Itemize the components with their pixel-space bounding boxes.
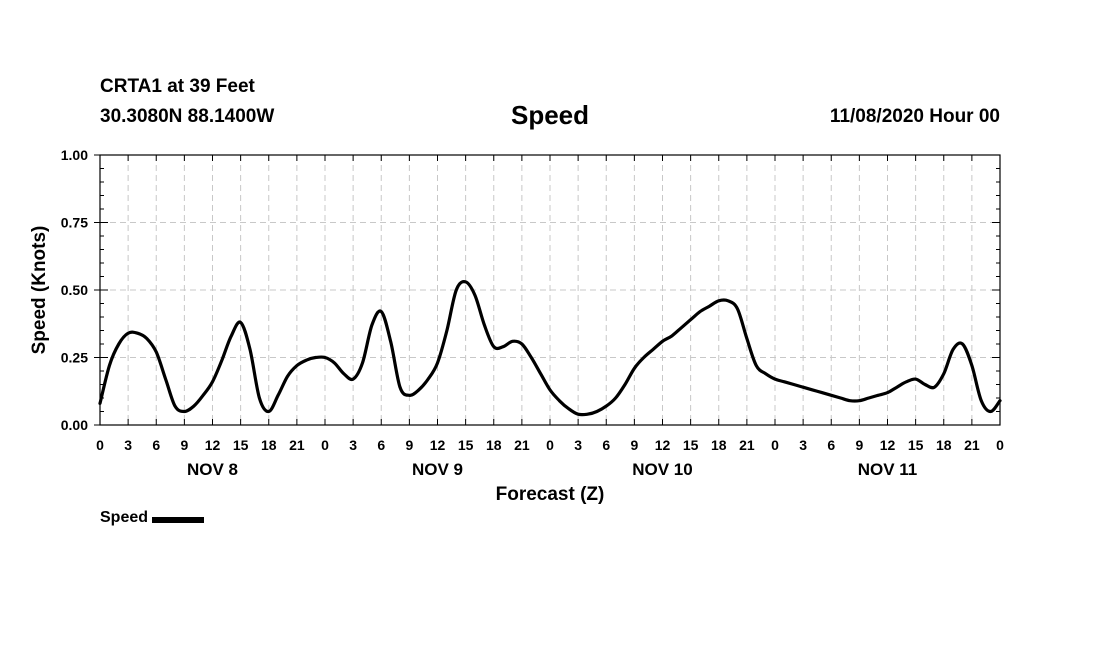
x-tick-label: 18 — [711, 437, 727, 453]
x-tick-label: 6 — [602, 437, 610, 453]
y-tick-label: 0.50 — [61, 282, 88, 298]
x-tick-label: 0 — [96, 437, 104, 453]
chart-title: Speed — [510, 100, 590, 130]
y-tick-label: 0.25 — [61, 350, 88, 366]
day-label: NOV 10 — [632, 460, 692, 479]
x-tick-label: 12 — [655, 437, 671, 453]
x-tick-label: 9 — [630, 437, 638, 453]
x-tick-label: 15 — [683, 437, 699, 453]
x-axis-label: Forecast (Z) — [496, 484, 605, 505]
x-tick-label: 15 — [908, 437, 924, 453]
legend-label: Speed — [100, 509, 149, 526]
x-tick-label: 0 — [771, 437, 779, 453]
x-tick-label: 6 — [152, 437, 160, 453]
x-tick-label: 0 — [996, 437, 1004, 453]
x-tick-label: 21 — [289, 437, 305, 453]
forecast-datetime: 11/08/2020 Hour 00 — [829, 106, 1000, 127]
y-axis-label: Speed (Knots) — [29, 226, 50, 355]
x-tick-label: 3 — [574, 437, 582, 453]
x-tick-label: 18 — [261, 437, 277, 453]
x-tick-label: 0 — [546, 437, 554, 453]
coordinates-label: 30.3080N 88.1400W — [100, 106, 275, 127]
x-tick-label: 12 — [430, 437, 446, 453]
day-label: NOV 8 — [187, 460, 238, 479]
x-tick-label: 18 — [936, 437, 952, 453]
grid-lines — [100, 155, 1000, 425]
x-tick-label: 9 — [180, 437, 188, 453]
x-tick-label: 9 — [405, 437, 413, 453]
station-label: CRTA1 at 39 Feet — [100, 76, 255, 97]
legend-swatch — [152, 517, 205, 523]
x-tick-label: 15 — [233, 437, 249, 453]
y-tick-labels: 0.00 0.25 0.50 0.75 1.00 — [61, 147, 88, 433]
x-tick-label: 15 — [458, 437, 474, 453]
day-label: NOV 11 — [858, 460, 918, 479]
x-tick-label: 3 — [799, 437, 807, 453]
x-tick-label: 21 — [964, 437, 980, 453]
axis-ticks — [94, 154, 1001, 426]
x-tick-label: 12 — [880, 437, 896, 453]
y-tick-label: 1.00 — [61, 147, 88, 163]
x-tick-labels: 0 3 6 9 12 15 18 21 0 3 6 9 12 15 18 21 0 3 6 9 12 15 18 21 0 3 6 9… — [96, 437, 1004, 453]
y-tick-label: 0.00 — [61, 417, 88, 433]
x-tick-label: 6 — [377, 437, 385, 453]
x-tick-label: 6 — [827, 437, 835, 453]
x-tick-label: 9 — [855, 437, 863, 453]
speed-series-line — [98, 280, 1002, 417]
day-labels: NOV 8 NOV 9 NOV 10 NOV 11 — [187, 460, 917, 479]
x-tick-label: 3 — [349, 437, 357, 453]
x-tick-label: 12 — [205, 437, 221, 453]
x-tick-label: 21 — [739, 437, 755, 453]
x-tick-label: 18 — [486, 437, 502, 453]
plot-frame — [99, 154, 1001, 426]
x-tick-label: 0 — [321, 437, 329, 453]
x-tick-label: 3 — [124, 437, 132, 453]
x-tick-label: 21 — [514, 437, 530, 453]
legend: Speed — [100, 509, 205, 527]
day-label: NOV 9 — [412, 460, 463, 479]
y-tick-label: 0.75 — [61, 215, 88, 231]
